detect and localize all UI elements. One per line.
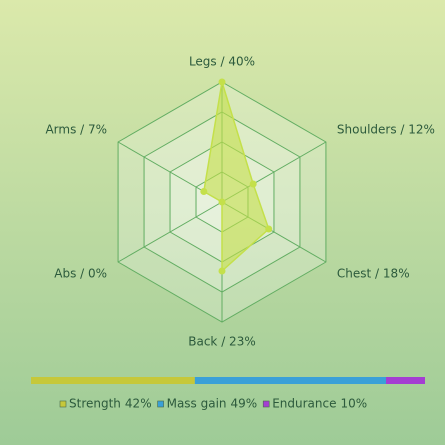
axis-line: [117, 201, 223, 263]
data-point: [249, 180, 257, 188]
axis-label: Back / 23%: [188, 335, 255, 349]
bar-segment: [31, 377, 195, 384]
legend-label: Mass gain: [167, 397, 227, 411]
data-point: [265, 225, 273, 233]
data-point: [200, 188, 208, 195]
axis-label: Shoulders / 12%: [337, 123, 435, 137]
axis-label: Arms / 7%: [45, 123, 107, 137]
data-point: [218, 198, 226, 206]
legend-value: 42%: [125, 397, 152, 411]
axis-label: Chest / 18%: [337, 267, 410, 281]
legend-swatch: [157, 400, 164, 408]
legend-swatch: [59, 400, 67, 408]
data-point: [218, 78, 226, 86]
axis-label: Legs / 40%: [189, 55, 255, 69]
legend-swatch: [262, 400, 270, 408]
data-point: [218, 267, 226, 275]
bar-segment: [194, 377, 386, 384]
legend-label: Endurance: [272, 397, 336, 411]
bar-segment: [385, 377, 425, 384]
legend-value: 10%: [341, 397, 368, 411]
axis-label: Abs / 0%: [54, 267, 107, 281]
legend-label: Strength: [69, 397, 121, 411]
legend-value: 49%: [231, 397, 258, 411]
